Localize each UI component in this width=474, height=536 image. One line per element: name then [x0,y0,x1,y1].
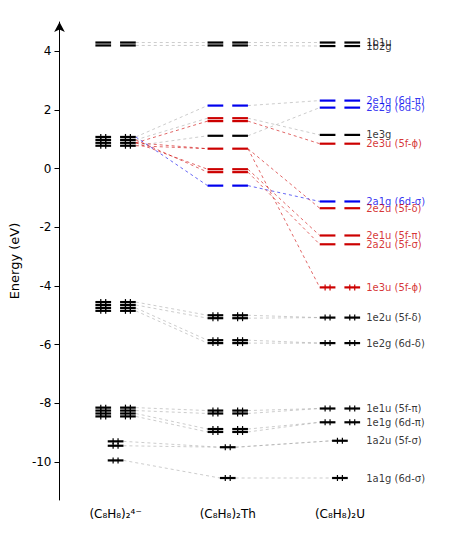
svg-text:2a2u (5f-σ): 2a2u (5f-σ) [366,239,422,250]
svg-text:Energy (eV): Energy (eV) [7,223,22,300]
svg-text:2e1g (6d-π): 2e1g (6d-π) [366,95,425,107]
svg-text:1e3u (5f-ϕ): 1e3u (5f-ϕ) [366,282,422,293]
svg-text:0: 0 [44,162,52,176]
svg-text:1a1g (6d-σ): 1a1g (6d-σ) [366,473,425,484]
svg-text:2e1u (5f-π): 2e1u (5f-π) [366,230,422,241]
svg-text:(C₈H₈)₂U: (C₈H₈)₂U [315,507,365,521]
svg-text:2e2u (5f-δ): 2e2u (5f-δ) [366,203,421,214]
svg-text:-4: -4 [40,279,52,293]
svg-text:1b2g: 1b2g [366,41,391,52]
svg-text:1e1u (5f-π): 1e1u (5f-π) [366,403,421,414]
svg-text:2e3u (5f-ϕ): 2e3u (5f-ϕ) [366,138,422,149]
svg-text:-6: -6 [40,338,52,352]
svg-text:-8: -8 [40,396,52,410]
svg-text:1e2g (6d-δ): 1e2g (6d-δ) [366,338,425,349]
svg-text:1e2u (5f-δ): 1e2u (5f-δ) [366,312,421,323]
svg-text:1e1g (6d-π): 1e1g (6d-π) [366,417,425,428]
svg-text:(C₈H₈)₂⁴⁻: (C₈H₈)₂⁴⁻ [89,507,141,521]
svg-text:2e2g (6d-δ): 2e2g (6d-δ) [366,102,425,113]
svg-text:2a1g (6d-σ): 2a1g (6d-σ) [366,196,425,207]
svg-text:4: 4 [44,44,52,58]
svg-text:2: 2 [44,103,52,117]
svg-text:1e3g: 1e3g [366,129,392,141]
svg-text:-2: -2 [40,220,52,234]
svg-text:(C₈H₈)₂Th: (C₈H₈)₂Th [200,507,256,521]
svg-text:1a2u (5f-σ): 1a2u (5f-σ) [366,435,422,446]
svg-text:-10: -10 [32,455,52,469]
